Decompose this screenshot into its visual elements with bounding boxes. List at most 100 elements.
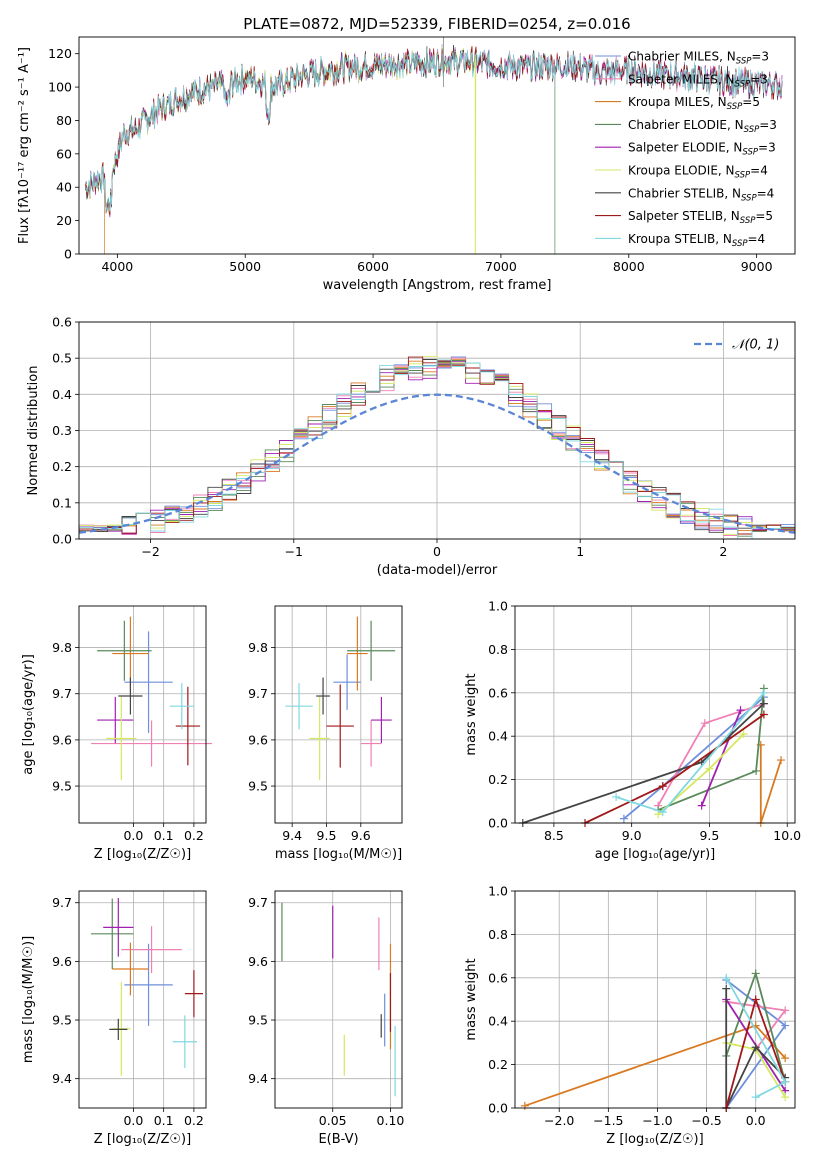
- y-tick-label: 0.8: [488, 642, 508, 657]
- weight-marker: [781, 1093, 790, 1102]
- y-tick-label: 0.2: [488, 772, 508, 787]
- weight-marker: [736, 706, 745, 715]
- x-axis-label: Z [log₁₀(Z/Z☉)]: [606, 1132, 703, 1147]
- y-axis-label: mass weight: [464, 958, 479, 1040]
- y-tick-label: 9.5: [52, 1013, 72, 1028]
- y-tick-label: 0.6: [488, 970, 508, 985]
- y-tick-label: 0.3: [52, 423, 72, 438]
- y-tick-label: 0.5: [52, 351, 72, 366]
- y-axis-label: mass weight: [464, 673, 479, 755]
- y-tick-label: 0.0: [52, 532, 72, 547]
- axes-frame: [78, 321, 796, 540]
- x-tick-label: 0.0: [123, 1113, 143, 1128]
- axes-frame: [514, 890, 796, 1109]
- y-tick-label: 1.0: [488, 884, 508, 899]
- x-tick-label: −0.5: [691, 1113, 721, 1128]
- y-tick-label: 0.8: [488, 927, 508, 942]
- weight-marker: [781, 1054, 790, 1063]
- Z-vs-age-panel: 0.0 0.1 0.2 9.5 9.6 9.7 9.8 Z [log₁₀(Z/Z☉)] age …: [21, 605, 213, 862]
- y-axis-label: Flux [fλ10⁻¹⁷ erg cm⁻² s⁻¹ A⁻¹]: [17, 47, 32, 244]
- x-tick-label: 0.1: [154, 1113, 174, 1128]
- weight-line: [584, 713, 765, 824]
- y-tick-label: 0.2: [52, 459, 72, 474]
- figure-title: PLATE=0872, MJD=52339, FIBERID=0254, z=0…: [243, 15, 630, 33]
- legend-label: Chabrier MILES, NSSP=3: [628, 50, 769, 67]
- Z-vs-mass-panel: 0.0 0.1 0.2 9.4 9.5 9.6 9.7 Z [log₁₀(Z/Z☉)] mass…: [21, 890, 207, 1147]
- axes-frame: [78, 605, 207, 824]
- y-tick-label: 0.4: [488, 1014, 508, 1029]
- y-axis-label: mass [log₁₀(M/M☉)]: [21, 936, 36, 1063]
- x-tick-label: 0.0: [746, 1113, 766, 1128]
- weight-marker: [520, 1101, 529, 1110]
- y-axis-label: age [log₁₀(age/yr)]: [21, 654, 36, 775]
- y-tick-label: 9.5: [248, 1013, 268, 1028]
- x-tick-label: 9000: [741, 259, 773, 274]
- y-tick-label: 9.4: [248, 1071, 268, 1086]
- ebv-vs-mass-panel: 0.05 0.10 9.4 9.5 9.6 9.7 E(B-V): [248, 890, 405, 1147]
- x-tick-label: 10.0: [773, 828, 801, 843]
- y-tick-label: 40: [56, 180, 72, 195]
- weight-marker: [658, 808, 667, 817]
- weight-marker: [781, 1006, 790, 1015]
- y-tick-label: 100: [48, 80, 72, 95]
- weight-line: [623, 696, 765, 820]
- weight-marker: [751, 1043, 760, 1052]
- weight-marker: [751, 1093, 760, 1102]
- y-tick-label: 9.5: [52, 779, 72, 794]
- x-axis-label: Z [log₁₀(Z/Z☉)]: [94, 847, 191, 862]
- y-tick-label: 0.4: [52, 387, 72, 402]
- mass-vs-age-panel: 9.4 9.5 9.6 9.5 9.6 9.7 9.8 mass [log₁₀(M/M☉)]: [248, 605, 403, 862]
- x-tick-label: −1.5: [593, 1113, 623, 1128]
- axes-frame: [78, 890, 207, 1109]
- y-tick-label: 9.4: [52, 1071, 72, 1086]
- y-tick-label: 0.1: [52, 495, 72, 510]
- x-tick-label: 9.0: [622, 828, 642, 843]
- y-tick-label: 9.6: [248, 954, 268, 969]
- weight-marker: [781, 1077, 790, 1086]
- y-tick-label: 0.6: [52, 315, 72, 330]
- y-tick-label: 0.0: [488, 816, 508, 831]
- y-tick-label: 9.8: [52, 640, 72, 655]
- weight-marker: [697, 801, 706, 810]
- y-tick-label: 9.7: [52, 686, 72, 701]
- x-axis-label: E(B-V): [318, 1132, 358, 1147]
- legend-label: Kroupa MILES, NSSP=5: [628, 95, 760, 112]
- y-tick-label: 9.7: [248, 686, 268, 701]
- x-tick-label: 9.5: [699, 828, 719, 843]
- x-tick-label: 9.4: [282, 828, 302, 843]
- x-tick-label: −2.0: [544, 1113, 574, 1128]
- legend-label: Kroupa ELODIE, NSSP=4: [628, 164, 768, 181]
- weight-marker: [777, 756, 785, 765]
- legend-label: Chabrier STELIB, NSSP=4: [628, 186, 774, 203]
- x-tick-label: 1: [576, 544, 584, 559]
- x-tick-label: 2: [719, 544, 727, 559]
- spectrum-panel: 4000 5000 6000 7000 8000 9000 0 20 40 60 80 100 120 w…: [17, 36, 796, 293]
- weight-line: [657, 688, 765, 811]
- x-tick-label: −1: [285, 544, 303, 559]
- y-tick-label: 60: [56, 146, 72, 161]
- y-axis-label: Normed distribution: [26, 366, 41, 496]
- Z-vs-mass-weight-panel: −2.0 −1.5 −1.0 −0.5 0.0 0.0 0.2 0.4 0.6 0.8 1.0 Z […: [464, 884, 796, 1147]
- weight-marker: [759, 699, 768, 708]
- weight-marker: [612, 792, 621, 801]
- x-tick-label: 7000: [485, 259, 517, 274]
- y-tick-label: 9.6: [248, 732, 268, 747]
- y-tick-label: 20: [56, 213, 72, 228]
- weight-marker: [700, 719, 709, 728]
- x-tick-label: 0.0: [123, 828, 143, 843]
- weight-line: [759, 744, 782, 824]
- y-tick-label: 0.4: [488, 729, 508, 744]
- weight-line: [725, 988, 786, 1109]
- x-tick-label: 8000: [613, 259, 645, 274]
- y-tick-label: 9.6: [52, 732, 72, 747]
- axes-frame: [274, 890, 403, 1109]
- x-tick-label: −1.0: [642, 1113, 672, 1128]
- x-tick-label: 0.10: [377, 1113, 405, 1128]
- spectrum-series-line: [85, 46, 783, 213]
- y-tick-label: 120: [48, 46, 72, 61]
- x-tick-label: 0.2: [184, 828, 204, 843]
- weight-marker: [654, 810, 663, 819]
- y-tick-label: 0.6: [488, 685, 508, 700]
- age-vs-mass-weight-panel: 8.5 9.0 9.5 10.0 0.0 0.2 0.4 0.6 0.8 1.0 age [log₁…: [464, 599, 801, 863]
